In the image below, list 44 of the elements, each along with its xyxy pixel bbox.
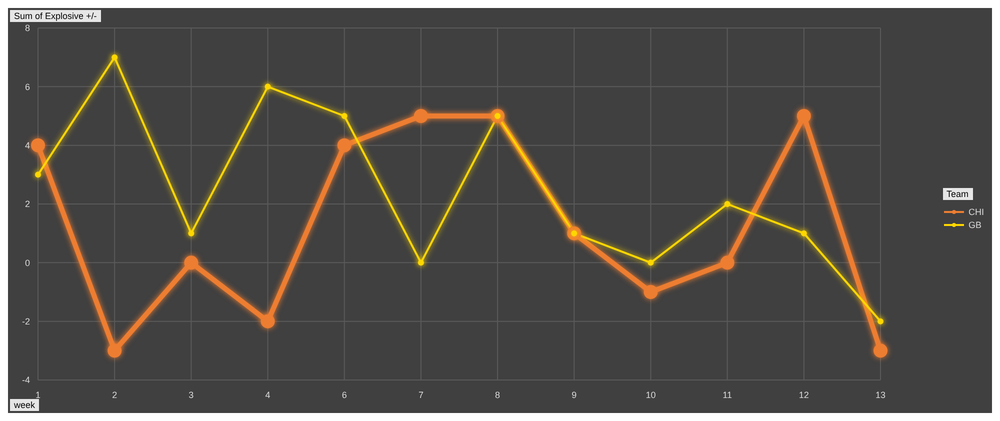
point [720,256,734,270]
x-tick-label: 3 [188,390,194,400]
point [260,314,275,328]
point [112,54,118,60]
x-axis-title: week [10,399,40,411]
y-tick-label: 2 [24,199,30,210]
point [644,285,658,299]
x-tick-label: 2 [112,390,118,400]
legend-label: CHI [968,207,984,217]
point [341,113,348,119]
point [878,318,884,324]
y-tick-label: 0 [24,258,30,268]
y-tick-label: 8 [24,23,30,34]
y-tick-label: 4 [24,140,30,151]
y-tick-label: -4 [22,375,30,386]
point [188,230,194,236]
x-tick-label: 10 [646,390,656,400]
legend-title: Team [942,188,973,200]
point [874,344,888,358]
point [31,138,45,152]
point [800,230,807,236]
x-tick-label: 4 [265,390,270,400]
chart-title: Sum of Explosive +/- [10,10,101,22]
x-tick-label: 6 [342,390,347,400]
point [418,260,424,266]
point [796,109,811,123]
x-tick-label: 7 [418,390,424,400]
point [648,260,654,266]
point [724,201,730,207]
y-tick-label: 6 [24,82,30,92]
point [184,256,198,270]
x-tick-label: 9 [572,390,577,400]
y-tick-label: -2 [22,316,30,327]
x-tick-label: 11 [722,390,732,400]
x-tick-label: 1 [35,390,41,400]
x-tick-label: 12 [798,390,809,400]
legend-label: GB [968,220,982,230]
point [414,109,428,123]
point [264,84,271,90]
point [337,138,352,152]
x-tick-label: 8 [495,390,500,400]
point [108,344,122,358]
point [35,172,41,178]
x-tick-label: 13 [875,390,886,400]
